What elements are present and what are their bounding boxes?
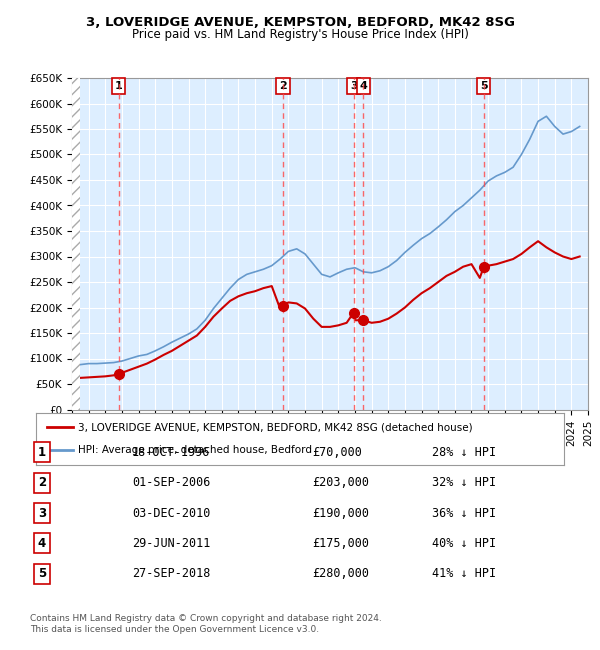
Text: 40% ↓ HPI: 40% ↓ HPI — [432, 537, 496, 550]
Text: 3: 3 — [38, 506, 46, 519]
Text: Contains HM Land Registry data © Crown copyright and database right 2024.
This d: Contains HM Land Registry data © Crown c… — [30, 614, 382, 634]
Bar — [588, 78, 593, 410]
Bar — [72, 78, 80, 410]
Text: 3, LOVERIDGE AVENUE, KEMPSTON, BEDFORD, MK42 8SG: 3, LOVERIDGE AVENUE, KEMPSTON, BEDFORD, … — [86, 16, 515, 29]
Text: £70,000: £70,000 — [312, 446, 362, 459]
Text: 27-SEP-2018: 27-SEP-2018 — [132, 567, 211, 580]
Text: £190,000: £190,000 — [312, 506, 369, 519]
Text: 5: 5 — [38, 567, 46, 580]
Text: 4: 4 — [359, 81, 367, 91]
Text: £280,000: £280,000 — [312, 567, 369, 580]
Text: 5: 5 — [480, 81, 488, 91]
Text: Price paid vs. HM Land Registry's House Price Index (HPI): Price paid vs. HM Land Registry's House … — [131, 28, 469, 41]
Text: 2: 2 — [38, 476, 46, 489]
Text: 36% ↓ HPI: 36% ↓ HPI — [432, 506, 496, 519]
Text: 01-SEP-2006: 01-SEP-2006 — [132, 476, 211, 489]
Bar — [72, 78, 80, 410]
Text: 41% ↓ HPI: 41% ↓ HPI — [432, 567, 496, 580]
Text: 1: 1 — [115, 81, 122, 91]
Text: 2: 2 — [279, 81, 287, 91]
Text: £203,000: £203,000 — [312, 476, 369, 489]
Text: £175,000: £175,000 — [312, 537, 369, 550]
Text: 28% ↓ HPI: 28% ↓ HPI — [432, 446, 496, 459]
Text: 32% ↓ HPI: 32% ↓ HPI — [432, 476, 496, 489]
Text: 3: 3 — [350, 81, 358, 91]
Text: 1: 1 — [38, 446, 46, 459]
Text: 29-JUN-2011: 29-JUN-2011 — [132, 537, 211, 550]
Text: 18-OCT-1996: 18-OCT-1996 — [132, 446, 211, 459]
Text: HPI: Average price, detached house, Bedford: HPI: Average price, detached house, Bedf… — [78, 445, 312, 455]
Text: 4: 4 — [38, 537, 46, 550]
Text: 3, LOVERIDGE AVENUE, KEMPSTON, BEDFORD, MK42 8SG (detached house): 3, LOVERIDGE AVENUE, KEMPSTON, BEDFORD, … — [78, 422, 473, 432]
Text: 03-DEC-2010: 03-DEC-2010 — [132, 506, 211, 519]
